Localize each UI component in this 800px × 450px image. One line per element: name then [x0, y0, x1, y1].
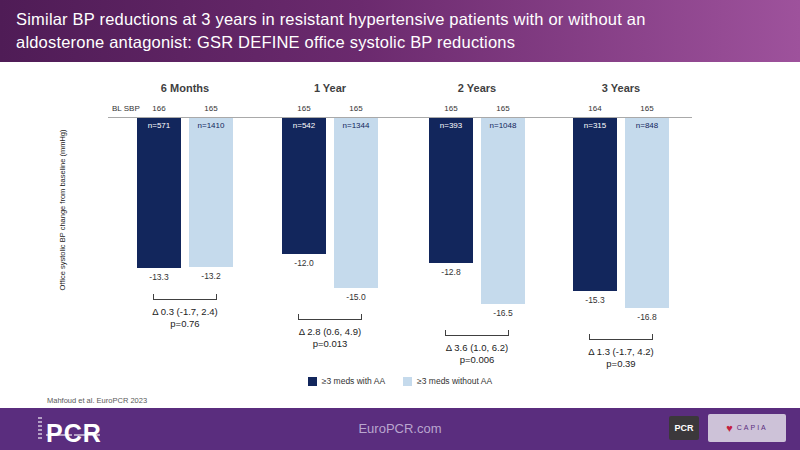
comparison-bracket [589, 334, 653, 340]
slide-header: Similar BP reductions at 3 years in resi… [0, 0, 800, 62]
delta-label: Δ 1.3 (-1.7, 4.2) [556, 346, 686, 357]
slide: Similar BP reductions at 3 years in resi… [0, 0, 800, 450]
bar-value-label: -15.0 [334, 292, 378, 302]
citation-text: Mahfoud et al. EuroPCR 2023 [47, 396, 147, 405]
comparison-bracket [298, 314, 362, 320]
delta-label: Δ 2.8 (0.6, 4.9) [265, 326, 395, 337]
delta-label: Δ 0.3 (-1.7, 2.4) [120, 306, 250, 317]
bl-sbp-row-label: BL SBP [112, 104, 140, 113]
bl-sbp-value: 165 [334, 104, 378, 113]
group-label: 2 Years [417, 82, 537, 94]
p-value-label: p=0.006 [412, 354, 542, 365]
delta-label: Δ 3.6 (1.0, 6.2) [412, 342, 542, 353]
bar-value-label: -12.8 [429, 267, 473, 277]
slide-title-line1: Similar BP reductions at 3 years in resi… [16, 8, 790, 31]
n-count-label: n=542 [282, 118, 326, 130]
n-count-label: n=393 [429, 118, 473, 130]
p-value-label: p=0.76 [120, 318, 250, 329]
n-count-label: n=1048 [481, 118, 525, 130]
bar-without-aa: n=1344 [334, 118, 378, 288]
bl-sbp-value: 165 [481, 104, 525, 113]
bar-value-label: -13.2 [189, 271, 233, 281]
pcr-small-logo: PCR [669, 416, 699, 440]
bar-with-aa: n=315 [573, 118, 617, 291]
comparison-bracket [153, 294, 217, 300]
bar-with-aa: n=542 [282, 118, 326, 254]
chart-legend: ≥3 meds with AA ≥3 meds without AA [0, 376, 800, 386]
bar-with-aa: n=571 [137, 118, 181, 268]
n-count-label: n=1344 [334, 118, 378, 130]
legend-label-with-aa: ≥3 meds with AA [322, 376, 385, 386]
bar-value-label: -15.3 [573, 295, 617, 305]
group-label: 3 Years [561, 82, 681, 94]
n-count-label: n=848 [625, 118, 669, 130]
comparison-bracket [445, 330, 509, 336]
footer-bar: PCR EuroPCR.com PCR ♥ CAPIA [0, 408, 800, 450]
pcr-logo-top-marks [46, 412, 102, 417]
bar-without-aa: n=848 [625, 118, 669, 308]
slide-title-line2: aldosterone antagonist: GSR DEFINE offic… [16, 31, 790, 54]
partner-logo: ♥ CAPIA [708, 414, 786, 442]
bar-value-label: -12.0 [282, 258, 326, 268]
bl-sbp-value: 165 [282, 104, 326, 113]
heart-icon: ♥ [726, 423, 733, 434]
legend-item-without-aa: ≥3 meds without AA [403, 376, 492, 386]
bar-with-aa: n=393 [429, 118, 473, 263]
bar-value-label: -16.5 [481, 308, 525, 318]
legend-item-with-aa: ≥3 meds with AA [308, 376, 385, 386]
bar-without-aa: n=1048 [481, 118, 525, 304]
bar-value-label: -16.8 [625, 312, 669, 322]
bl-sbp-value: 165 [429, 104, 473, 113]
p-value-label: p=0.39 [556, 358, 686, 369]
n-count-label: n=315 [573, 118, 617, 130]
n-count-label: n=571 [137, 118, 181, 130]
bl-sbp-value: 164 [573, 104, 617, 113]
bar-without-aa: n=1410 [189, 118, 233, 267]
bar-value-label: -13.3 [137, 272, 181, 282]
n-count-label: n=1410 [189, 118, 233, 130]
legend-swatch-with-aa [308, 377, 317, 386]
group-label: 1 Year [270, 82, 390, 94]
partner-logo-text: CAPIA [737, 424, 768, 432]
p-value-label: p=0.013 [265, 338, 395, 349]
legend-swatch-without-aa [403, 377, 412, 386]
legend-label-without-aa: ≥3 meds without AA [417, 376, 492, 386]
group-label: 6 Months [125, 82, 245, 94]
y-axis-label: Office systolic BP change from baseline … [58, 110, 72, 310]
bl-sbp-value: 165 [189, 104, 233, 113]
bl-sbp-value: 166 [137, 104, 181, 113]
bl-sbp-value: 165 [625, 104, 669, 113]
